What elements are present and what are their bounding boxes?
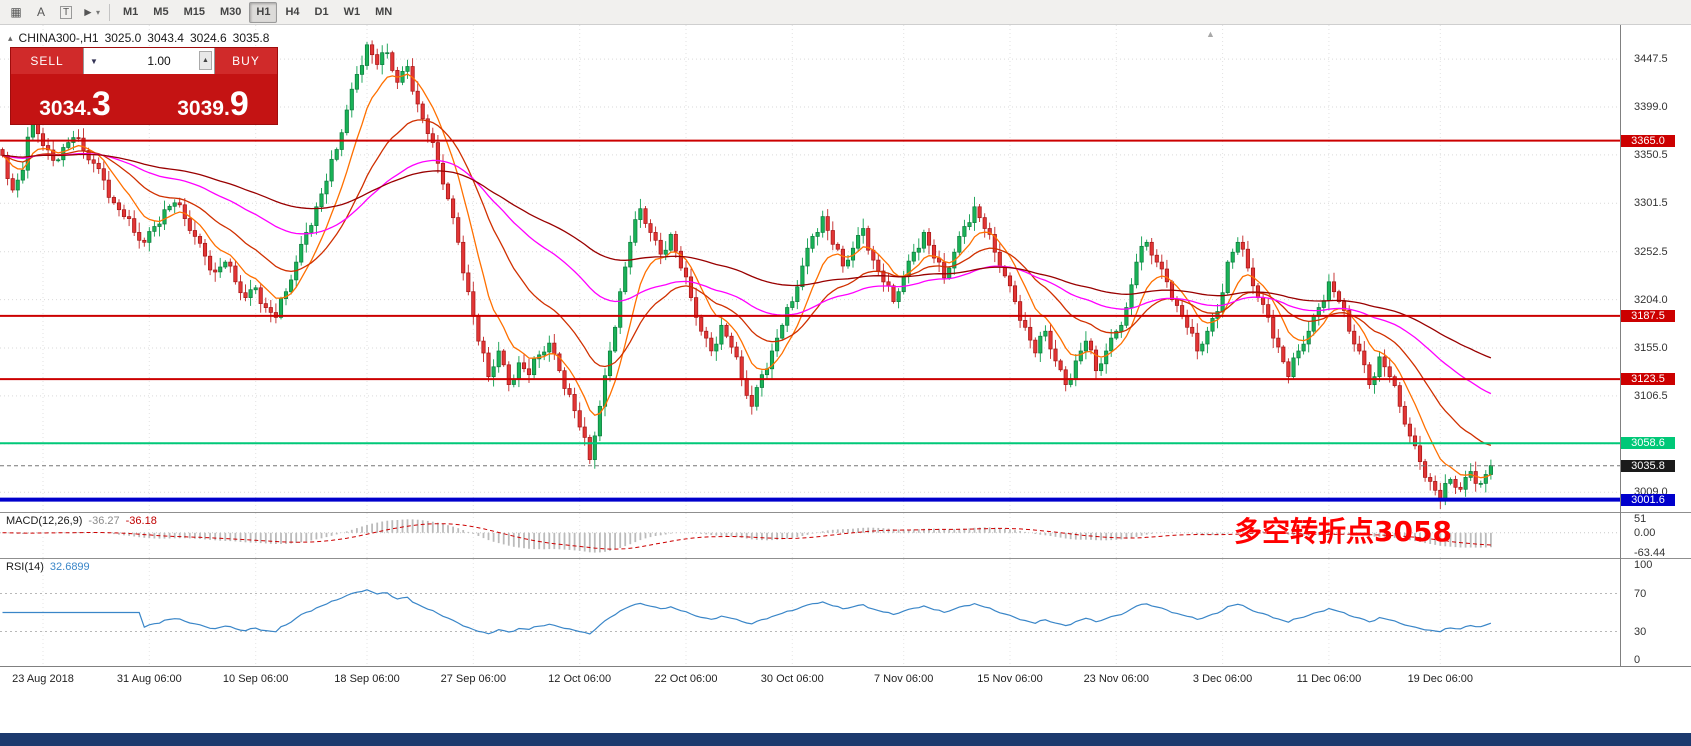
- main-chart-panel: 3447.5 3399.0 3350.5 3301.5 3252.5 3204.0 3155…: [0, 25, 1691, 512]
- timeframe-m1[interactable]: M1: [123, 6, 139, 18]
- price-axis-label: 3350.5: [1634, 148, 1668, 161]
- macd-signal-line: [2, 523, 1491, 550]
- price-axis-separator[interactable]: [1620, 25, 1621, 666]
- macd-axis-label: 0.00: [1634, 526, 1656, 539]
- date-axis[interactable]: 23 Aug 2018 31 Aug 06:00 10 Sep 06:00 18 Se…: [0, 666, 1691, 694]
- date-axis-label: 11 Dec 06:00: [1296, 673, 1362, 685]
- collapse-icon[interactable]: ▴: [8, 32, 13, 43]
- rsi-axis-label: 70: [1634, 587, 1647, 600]
- date-axis-label: 15 Nov 06:00: [977, 673, 1043, 685]
- timeframe-m15[interactable]: M15: [183, 6, 205, 18]
- price-axis-label: 3447.5: [1634, 53, 1668, 66]
- price-tag-3123.5: 3123.5: [1621, 373, 1675, 386]
- ohlc-close: 3035.8: [232, 31, 270, 45]
- sell-button[interactable]: SELL: [11, 48, 83, 74]
- rsi-canvas[interactable]: [0, 559, 1620, 666]
- timeframe-m30[interactable]: M30: [219, 6, 242, 18]
- volume-spinner-up-icon[interactable]: ▲: [199, 51, 212, 70]
- date-axis-label: 18 Sep 06:00: [334, 673, 400, 685]
- date-axis-label: 22 Oct 06:00: [654, 673, 718, 685]
- macd-indicator-panel: MACD(12,26,9) -36.27 -36.18 51 0.00 -63.44: [0, 512, 1691, 559]
- ohlc-high: 3043.4: [147, 31, 184, 45]
- symbol-period-label: CHINA300-,H1: [18, 31, 99, 45]
- price-axis-label: 3252.5: [1634, 245, 1668, 258]
- trade-controls-row: SELL ▼ 1.00 ▲ BUY: [11, 48, 277, 74]
- macd-label: MACD(12,26,9) -36.27 -36.18: [6, 515, 157, 527]
- window-bottom-bar: [0, 733, 1691, 746]
- chart-ohlc-header: ▴ CHINA300-,H1 3025.0 3043.4 3024.6 3035…: [8, 31, 269, 45]
- text-tool-icon[interactable]: A: [36, 5, 45, 19]
- date-axis-label: 31 Aug 06:00: [116, 673, 182, 685]
- timeframe-d1[interactable]: D1: [314, 6, 329, 18]
- price-axis-label: 3301.5: [1634, 197, 1668, 210]
- sell-price[interactable]: 3034. 3: [11, 74, 139, 124]
- macd-axis-label: -63.44: [1634, 547, 1666, 559]
- one-click-trade-panel: SELL ▼ 1.00 ▲ BUY 3034. 3 3039. 9: [10, 47, 278, 125]
- price-axis-label: 3155.0: [1634, 342, 1668, 355]
- price-axis-label: 3204.0: [1634, 293, 1668, 306]
- cursor-tool-icon[interactable]: ► ▾: [82, 5, 100, 19]
- rsi-indicator-panel: RSI(14) 32.6899 100 70 30 0: [0, 558, 1691, 666]
- chart-grid-icon[interactable]: ▦: [10, 5, 22, 19]
- date-axis-label: 19 Dec 06:00: [1407, 673, 1473, 685]
- ohlc-low: 3024.6: [189, 31, 227, 45]
- date-axis-label: 23 Nov 06:00: [1083, 673, 1149, 685]
- date-axis-label: 3 Dec 06:00: [1192, 673, 1253, 685]
- sell-price-big-digit: 3: [91, 85, 111, 124]
- price-axis-label: 3106.5: [1634, 389, 1668, 402]
- chart-text-annotation[interactable]: 多空转折点3058: [1234, 515, 1452, 548]
- timeframe-h1[interactable]: H1: [249, 1, 278, 23]
- macd-canvas[interactable]: [0, 513, 1620, 558]
- date-axis-label: 27 Sep 06:00: [440, 673, 507, 685]
- date-axis-label: 30 Oct 06:00: [760, 673, 824, 685]
- buy-price-big-digit: 9: [229, 85, 249, 124]
- buy-price-main: 3039.: [177, 97, 230, 120]
- buy-button[interactable]: BUY: [215, 48, 277, 74]
- macd-axis-label: 51: [1634, 513, 1647, 525]
- price-tag-3058.6: 3058.6: [1621, 437, 1675, 450]
- macd-value-2: -36.18: [125, 515, 157, 527]
- toolbar-separator: [109, 3, 110, 21]
- ma-lines: [2, 73, 1492, 479]
- date-axis-label: 7 Nov 06:00: [873, 673, 934, 685]
- price-tag-3365.0: 3365.0: [1621, 134, 1675, 147]
- trade-prices-row: 3034. 3 3039. 9: [11, 74, 277, 124]
- toolbar: ▦ A T ► ▾ M1 M5 M15 M30 H1 H4 D1 W1 MN: [0, 0, 1691, 25]
- rsi-axis-label: 0: [1634, 654, 1641, 666]
- chart-shift-marker-icon: ▲: [1206, 29, 1215, 39]
- timeframe-mn[interactable]: MN: [375, 6, 393, 18]
- macd-value-1: -36.27: [88, 515, 120, 527]
- price-tag-3001.6: 3001.6: [1621, 493, 1675, 506]
- rsi-name: RSI(14): [6, 561, 44, 573]
- timeframe-m5[interactable]: M5: [153, 6, 169, 18]
- sell-price-main: 3034.: [39, 97, 92, 120]
- date-axis-label: 12 Oct 06:00: [548, 673, 612, 685]
- date-axis-label: 10 Sep 06:00: [222, 673, 289, 685]
- timeframe-buttons: M1 M5 M15 M30 H1 H4 D1 W1 MN: [116, 1, 399, 23]
- timeframe-w1[interactable]: W1: [343, 6, 361, 18]
- rsi-axis-label: 30: [1634, 625, 1647, 638]
- macd-name: MACD(12,26,9): [6, 515, 83, 527]
- volume-dropdown-icon[interactable]: ▼: [83, 48, 104, 74]
- rsi-label: RSI(14) 32.6899: [6, 561, 90, 573]
- price-tag-3187.5: 3187.5: [1621, 309, 1675, 322]
- rsi-line: [2, 589, 1492, 635]
- toolbar-tools: ▦ A T ► ▾: [4, 2, 103, 22]
- rsi-axis-label: 100: [1634, 559, 1653, 571]
- ohlc-open: 3025.0: [104, 31, 142, 45]
- date-axis-label: 23 Aug 2018: [12, 673, 74, 685]
- rsi-value: 32.6899: [49, 561, 90, 573]
- label-tool-icon[interactable]: T: [54, 2, 78, 22]
- buy-price[interactable]: 3039. 9: [149, 74, 277, 124]
- price-divider: [139, 74, 149, 124]
- price-axis-label: 3399.0: [1634, 100, 1668, 113]
- volume-value: 1.00: [147, 54, 171, 68]
- price-tag-3035.8: 3035.8: [1621, 459, 1675, 472]
- volume-input[interactable]: 1.00 ▲: [104, 48, 215, 74]
- timeframe-h4[interactable]: H4: [285, 6, 300, 18]
